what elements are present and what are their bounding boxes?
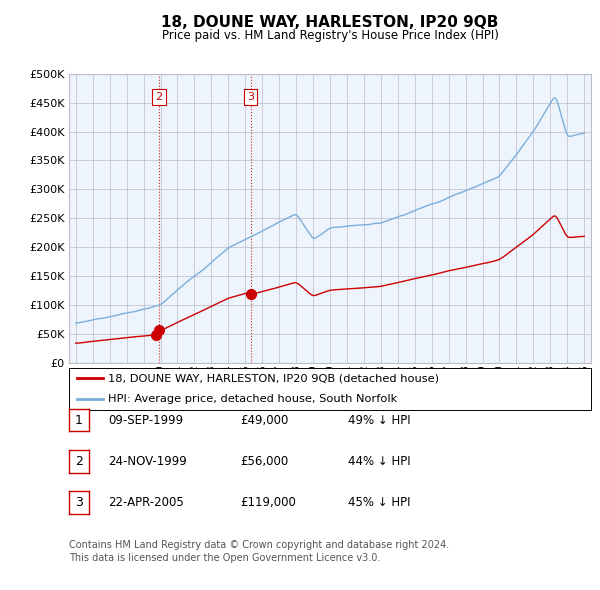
Text: 45% ↓ HPI: 45% ↓ HPI	[348, 496, 410, 509]
Text: 1: 1	[75, 414, 83, 427]
Text: 22-APR-2005: 22-APR-2005	[108, 496, 184, 509]
Text: Price paid vs. HM Land Registry's House Price Index (HPI): Price paid vs. HM Land Registry's House …	[161, 30, 499, 42]
Text: 2: 2	[155, 92, 163, 102]
Text: 44% ↓ HPI: 44% ↓ HPI	[348, 455, 410, 468]
Text: 49% ↓ HPI: 49% ↓ HPI	[348, 414, 410, 427]
Text: 09-SEP-1999: 09-SEP-1999	[108, 414, 183, 427]
Text: Contains HM Land Registry data © Crown copyright and database right 2024.: Contains HM Land Registry data © Crown c…	[69, 540, 449, 550]
Text: HPI: Average price, detached house, South Norfolk: HPI: Average price, detached house, Sout…	[108, 395, 397, 404]
Text: 2: 2	[75, 455, 83, 468]
Text: 18, DOUNE WAY, HARLESTON, IP20 9QB (detached house): 18, DOUNE WAY, HARLESTON, IP20 9QB (deta…	[108, 373, 439, 383]
Text: This data is licensed under the Open Government Licence v3.0.: This data is licensed under the Open Gov…	[69, 553, 380, 563]
Text: 3: 3	[247, 92, 254, 102]
Text: £119,000: £119,000	[240, 496, 296, 509]
Text: £56,000: £56,000	[240, 455, 288, 468]
Text: 24-NOV-1999: 24-NOV-1999	[108, 455, 187, 468]
Text: 3: 3	[75, 496, 83, 509]
Text: 18, DOUNE WAY, HARLESTON, IP20 9QB: 18, DOUNE WAY, HARLESTON, IP20 9QB	[161, 15, 499, 30]
Text: £49,000: £49,000	[240, 414, 289, 427]
